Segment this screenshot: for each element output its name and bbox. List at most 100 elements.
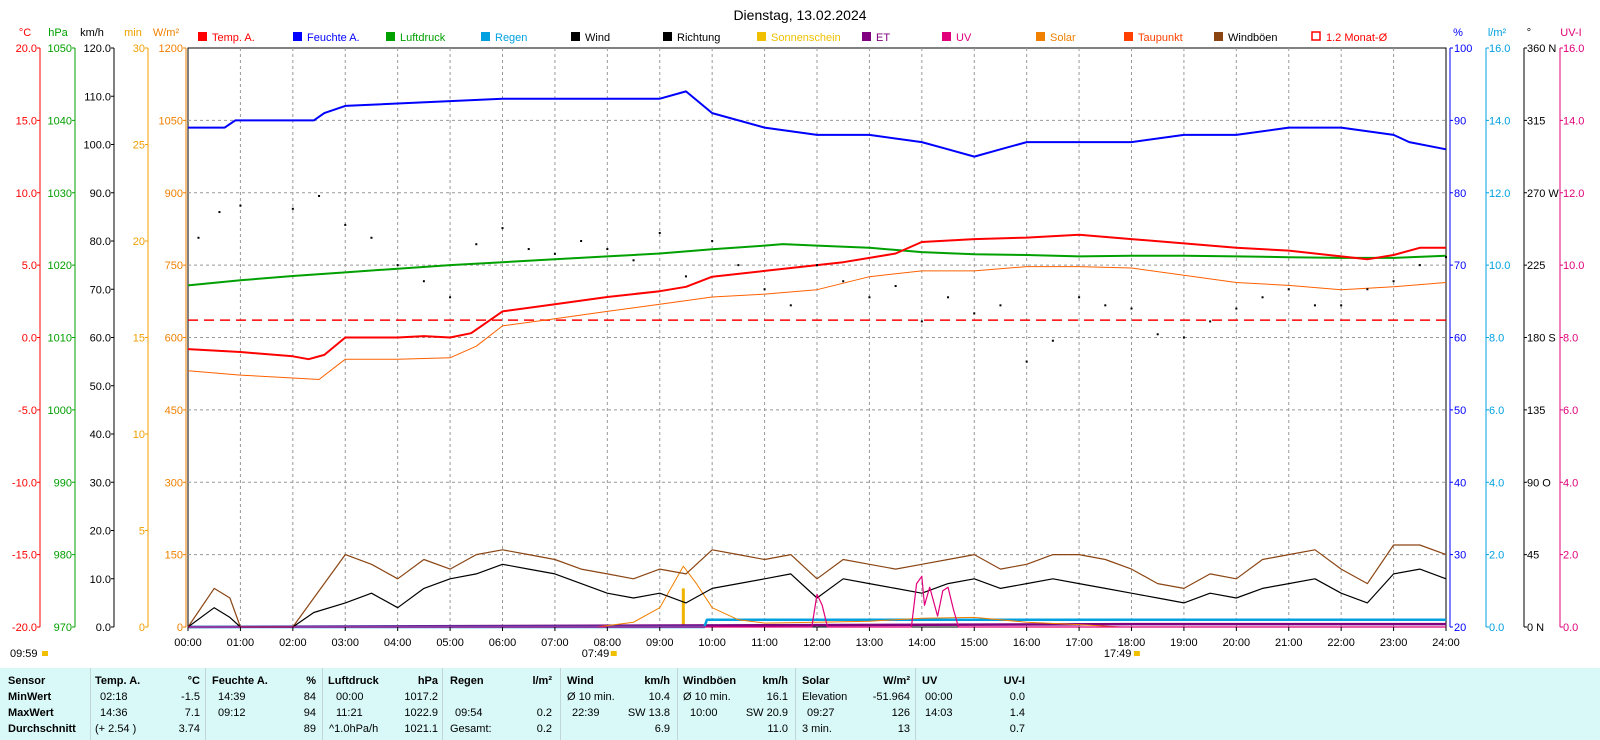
stat-cell: 14:36 (100, 707, 128, 719)
time-label: 15:00 (960, 637, 988, 649)
time-axis: 00:00 01:00 02:00 03:00 04:00 05:00 06:00 07:00… (10, 627, 1460, 660)
press-tick-label: 1000 (48, 405, 72, 417)
stat-cell: 16.1 (766, 691, 788, 703)
stat-cell: 0.0 (1009, 691, 1025, 703)
direction-point (396, 264, 399, 267)
direction-point (501, 227, 504, 230)
solar-tick-label: 300 (165, 477, 183, 489)
stat-cell: 14:03 (925, 707, 953, 719)
time-label: 07:00 (541, 637, 569, 649)
wind-axis-unit: km/h (80, 27, 104, 39)
stat-cell: 09:54 (455, 707, 483, 719)
dir-tick-label: 225 (1527, 260, 1545, 272)
hum-tick-label: 60 (1454, 333, 1466, 345)
wind-tick-label: 0.0 (96, 622, 111, 634)
wind-tick-label: 90.0 (90, 188, 111, 200)
temp-tick-label: 0.0 (22, 333, 37, 345)
wind-tick-label: 10.0 (90, 574, 111, 586)
series-taupunkt (187, 266, 1447, 380)
weather-chart: Dienstag, 13.02.2024 Temp. A. Feuchte A. L… (10, 7, 1585, 660)
uv-tick-label: 6.0 (1563, 405, 1578, 417)
time-label: 23:00 (1380, 637, 1408, 649)
stat-cell: 89 (303, 723, 316, 735)
stat-header-sensor: Sensor (8, 675, 46, 687)
legend-swatch (293, 32, 302, 41)
stat-header-uv: UV (922, 675, 938, 687)
direction-point (1130, 307, 1133, 310)
rain-tick-label: 10.0 (1489, 260, 1510, 272)
uv-tick-label: 16.0 (1563, 43, 1584, 55)
legend-label: Solar (1050, 32, 1076, 44)
hum-tick-label: 70 (1454, 260, 1466, 272)
direction-point (1182, 336, 1185, 339)
solar-tick-label: 900 (165, 188, 183, 200)
legend: Temp. A. Feuchte A. Luftdruck Regen Wind Rich… (198, 31, 1388, 44)
legend-item: Regen (481, 32, 527, 44)
direction-point (947, 296, 950, 299)
stat-cell: SW 13.8 (627, 707, 670, 719)
stat-cell: 0.7 (1009, 723, 1025, 735)
direction-point (1313, 304, 1316, 307)
direction-point (475, 243, 478, 246)
direction-point (422, 280, 425, 283)
direction-point (1340, 304, 1343, 307)
solar-tick-label: 1200 (159, 43, 183, 55)
stat-cell: 84 (303, 691, 316, 703)
stat-separator (205, 668, 206, 740)
axes: °C 20.0 15.0 10.0 5.0 0.0 -5.0 -10.0 -15.0 -20.0 h… (12, 27, 1585, 634)
legend-swatch (1311, 31, 1321, 41)
legend-item: UV (942, 32, 972, 44)
time-label: 03:00 (331, 637, 359, 649)
sunmin-tick-label: 0 (139, 622, 145, 634)
legend-label: Richtung (677, 32, 720, 44)
legend-label: ET (876, 32, 890, 44)
uv-tick-label: 14.0 (1563, 115, 1584, 127)
solar-axis-unit: W/m² (153, 27, 180, 39)
sunmin-axis-unit: min (124, 27, 142, 39)
stat-header-solar: Solar (802, 675, 830, 687)
rain-axis-unit: l/m² (1488, 27, 1507, 39)
stat-separator (677, 668, 678, 740)
rain-tick-label: 12.0 (1489, 188, 1510, 200)
stat-cell: 0.2 (536, 707, 552, 719)
legend-swatch (1036, 32, 1045, 41)
hum-tick-label: 100 (1454, 43, 1472, 55)
sunshine-bar (681, 588, 685, 627)
temp-tick-label: -5.0 (18, 405, 37, 417)
direction-point (894, 285, 897, 288)
legend-swatch (198, 32, 207, 41)
sunmin-tick-label: 15 (133, 333, 145, 345)
hum-axis-unit: % (1453, 27, 1463, 39)
temp-tick-label: 20.0 (16, 43, 37, 55)
legend-swatch (757, 32, 766, 41)
uv-tick-label: 8.0 (1563, 333, 1578, 345)
rain-tick-label: 4.0 (1489, 477, 1504, 489)
time-label: 20:00 (1223, 637, 1251, 649)
stat-unit-temp: °C (187, 675, 200, 687)
stat-cell: 00:00 (925, 691, 953, 703)
sunset-label: 17:49 (1104, 648, 1132, 660)
direction-point (1287, 288, 1290, 291)
stat-separator (915, 668, 916, 740)
stat-cell: 09:27 (807, 707, 835, 719)
series-windb-en (187, 544, 1447, 628)
time-label: 09:00 (646, 637, 674, 649)
rain-tick-label: 6.0 (1489, 405, 1504, 417)
direction-point (816, 264, 818, 267)
temp-tick-label: -10.0 (12, 477, 37, 489)
legend-swatch (862, 32, 871, 41)
stat-separator (442, 668, 443, 740)
wind-tick-label: 120.0 (83, 43, 111, 55)
direction-point (999, 304, 1002, 307)
legend-item: Temp. A. (198, 32, 255, 44)
time-label: 01:00 (227, 637, 255, 649)
direction-point (1209, 320, 1212, 323)
stat-header-humidity: Feuchte A. (212, 675, 268, 687)
sunshine-duration-label: 09:59 (10, 648, 38, 660)
legend-item: Richtung (663, 32, 720, 44)
time-label: 21:00 (1275, 637, 1303, 649)
stat-header-pressure: Luftdruck (328, 675, 379, 687)
stat-unit-wind: km/h (644, 675, 670, 687)
sun-icon (42, 651, 48, 656)
legend-swatch (942, 32, 951, 41)
